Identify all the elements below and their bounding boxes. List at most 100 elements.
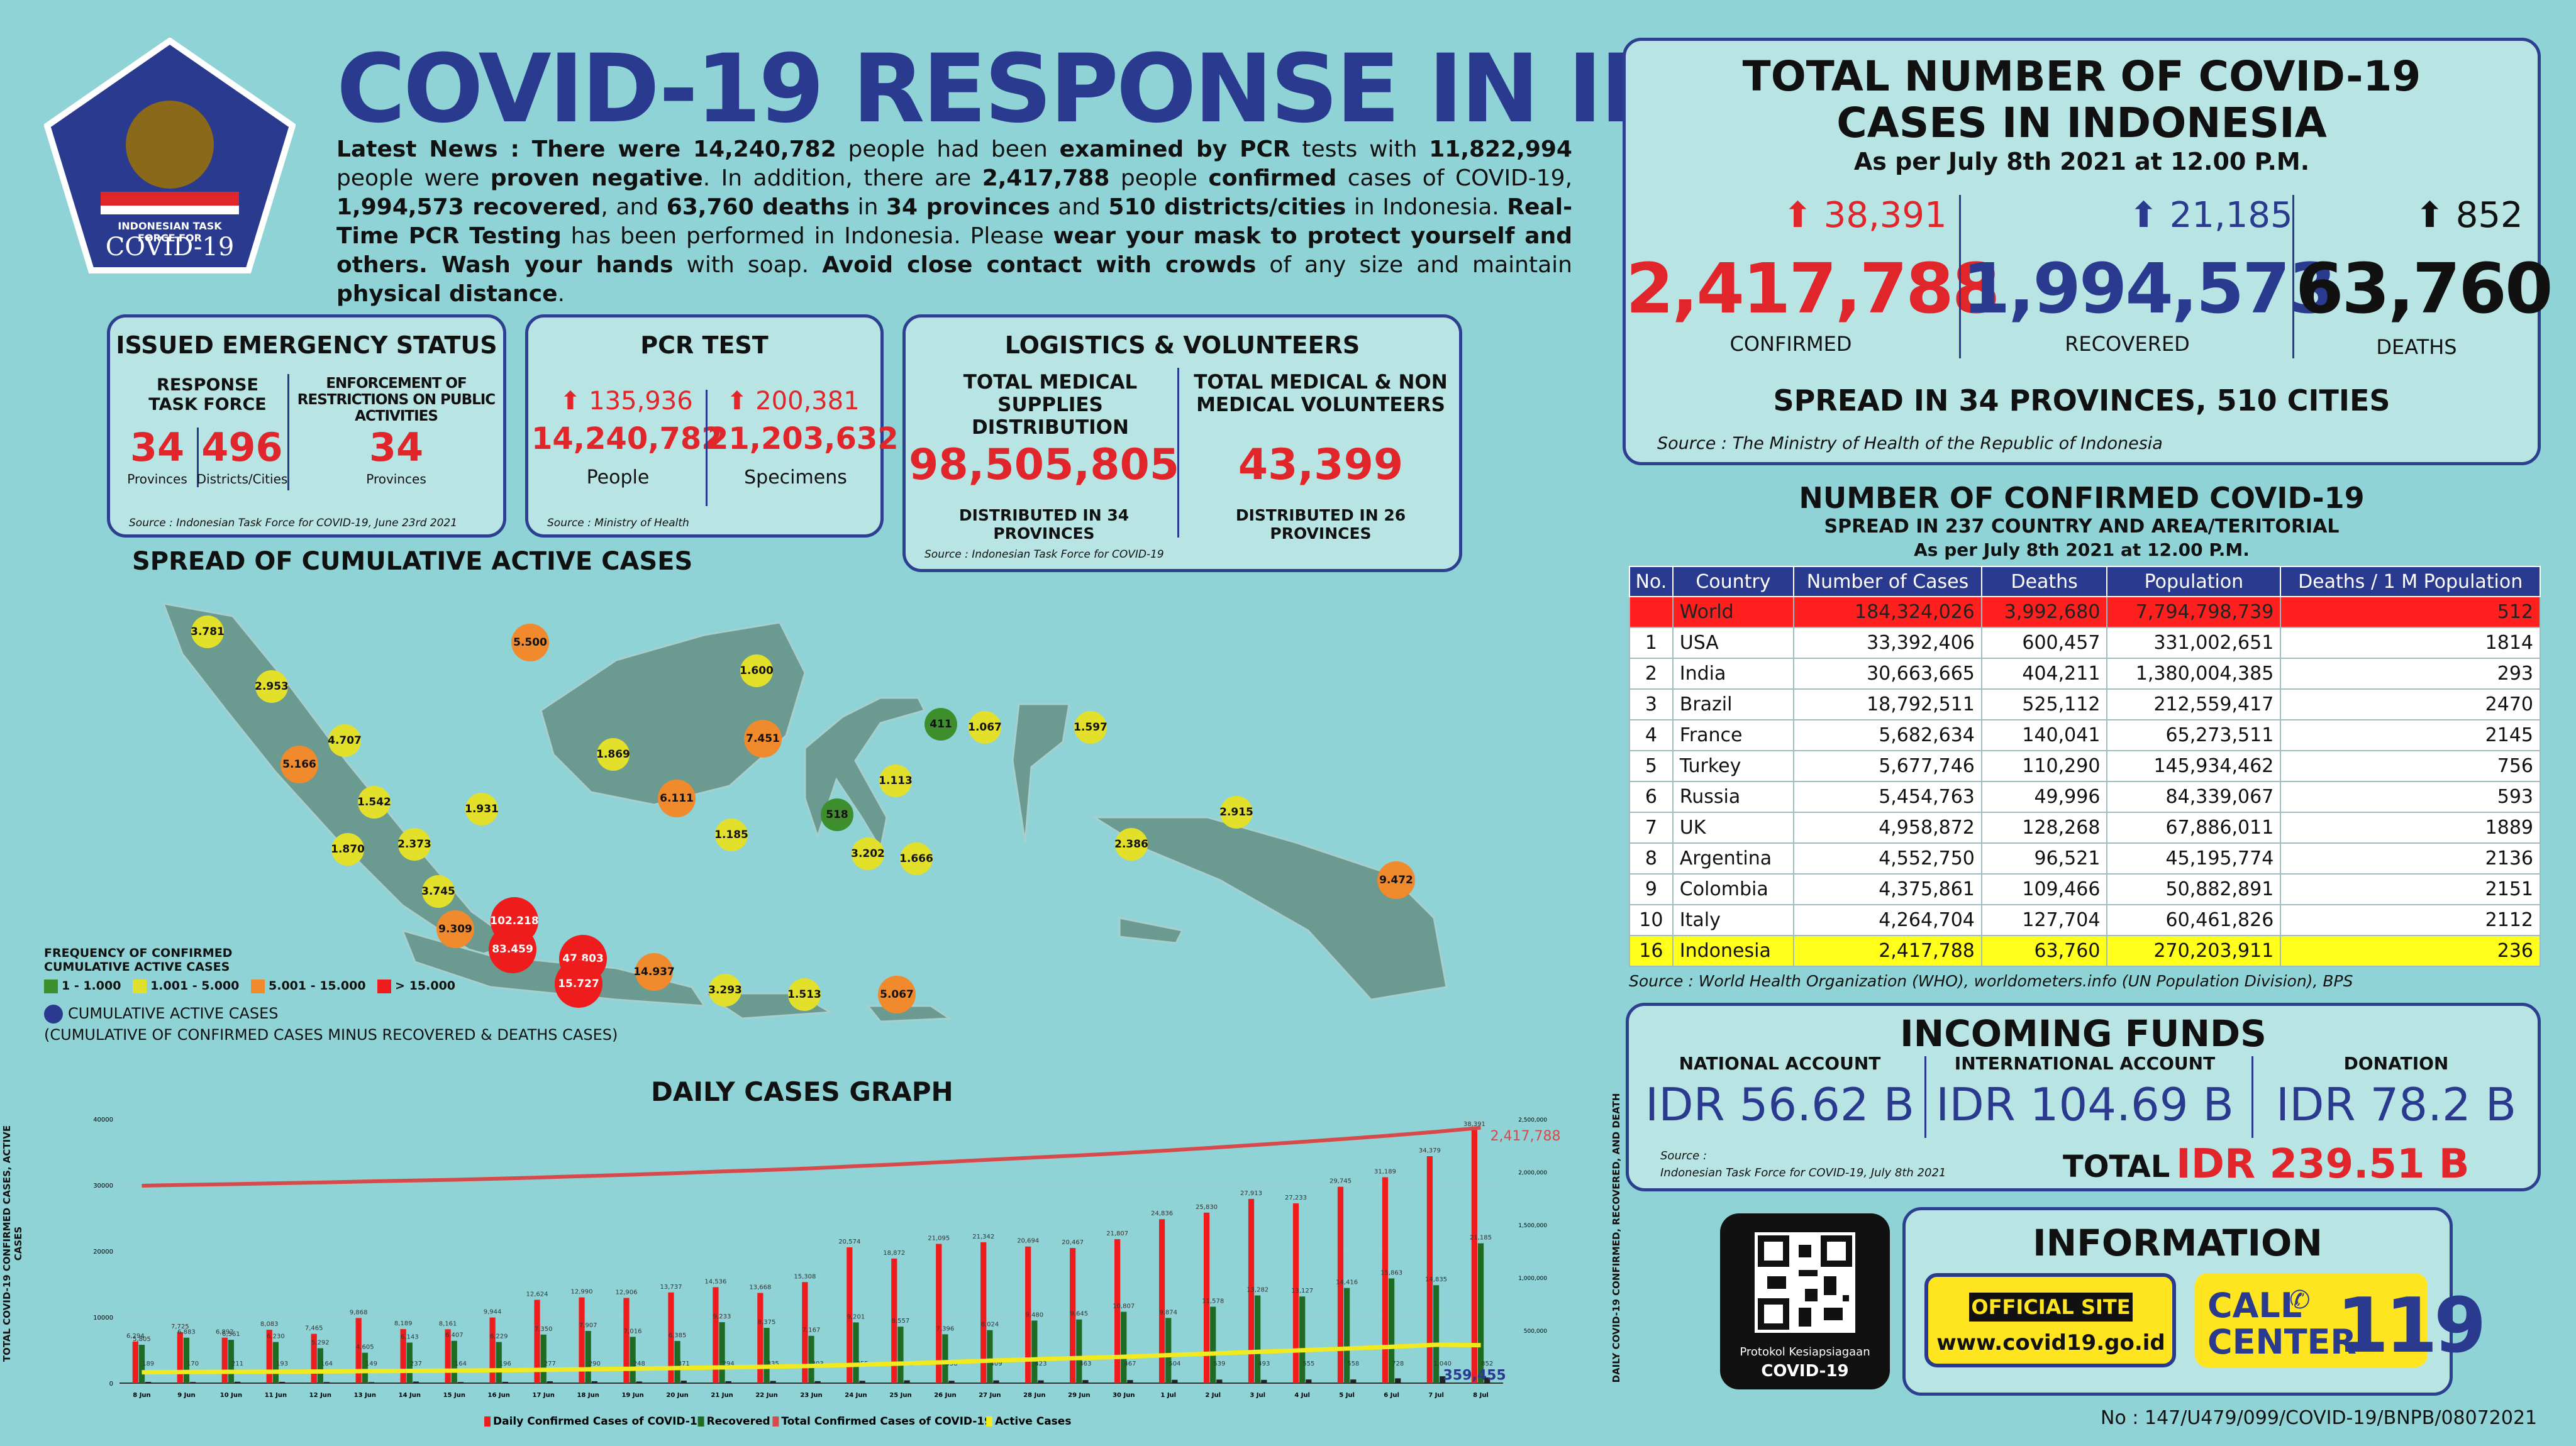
total-cases-panel: TOTAL NUMBER OF COVID-19 CASES IN INDONE… [1623,38,2553,465]
deaths-bar-label: 237 [410,1360,422,1367]
x-tick-label: 23 Jun [800,1392,822,1399]
medical-supplies-footer: DISTRIBUTED IN 34 PROVINCES [958,506,1130,543]
recovered-bar [987,1330,993,1383]
deaths-bar [547,1381,553,1383]
emergency-status-panel: ISSUED EMERGENCY STATUS RESPONSE TASK FO… [107,314,506,538]
donation-label: DONATION [2343,1053,2449,1074]
confirmed-bar-label: 20,574 [838,1239,860,1245]
national-account-label: NATIONAL ACCOUNT [1679,1053,1881,1074]
confirmed-bar-label: 24,836 [1151,1210,1173,1217]
recovered-bar [1210,1306,1216,1383]
information-panel: INFORMATION OFFICIAL SITE www.covid19.go… [1902,1207,2486,1396]
deaths-bar-label: 504 [1169,1360,1180,1367]
table-cell: 2 [1629,658,1674,690]
confirmed-bar-label: 27,913 [1240,1190,1262,1197]
table-cell: 7,794,798,739 [2106,596,2282,628]
map-bubble: 3.293 [708,974,742,1007]
recovered-bar-label: 6,883 [177,1329,196,1336]
qr-code-card[interactable]: Protokol Kesiapsiagaan COVID-19 [1720,1213,1890,1389]
table-cell: 16 [1629,935,1674,967]
legend-note-2: (CUMULATIVE OF CONFIRMED CASES MINUS REC… [44,1025,618,1044]
x-tick-label: 13 Jun [354,1392,376,1399]
recovered-bar [406,1342,413,1383]
indonesia-map [162,602,1448,1023]
y2-tick-label: 2,500,000 [1518,1117,1547,1123]
deaths-bar-label: 170 [187,1360,199,1367]
table-cell: UK [1672,812,1795,844]
deaths-bar [1216,1379,1223,1383]
x-tick-label: 6 Jul [1384,1392,1399,1399]
logistics-panel: LOGISTICS & VOLUNTEERS TOTAL MEDICAL SUP… [902,314,1462,572]
table-cell: 5,677,746 [1793,750,1982,782]
recovered-bar [719,1322,725,1383]
legend-label: Total Confirmed Cases of COVID-19 [781,1415,992,1428]
table-row: 7 UK 4,958,872 128,268 67,886,011 1889 [1629,812,2541,844]
x-tick-label: 4 Jul [1294,1392,1310,1399]
deaths-bar-label: 277 [544,1360,556,1367]
deaths-bar [1261,1379,1267,1383]
map-bubble: 3.781 [191,615,225,648]
recovered-bar [674,1340,680,1383]
confirmed-bar [489,1317,496,1383]
deaths-bar [1172,1379,1178,1383]
confirmed-bar-label: 20,467 [1062,1239,1084,1246]
confirmed-bar [534,1300,540,1383]
funds-source-2: Indonesian Task Force for COVID-19, July… [1660,1166,1946,1179]
recovered-bar-label: 14,416 [1336,1279,1358,1286]
restriction-provinces: 34 [369,424,424,470]
table-cell: 10 [1629,904,1674,936]
table-cell: 65,273,511 [2106,719,2282,751]
recovered-bar [1165,1318,1172,1383]
map-bubble: 1.597 [1074,711,1108,744]
recovered-bar [1121,1311,1127,1383]
x-tick-label: 17 Jun [533,1392,555,1399]
deaths-bar-label: 728 [1392,1360,1404,1367]
deaths-bar [189,1382,196,1383]
table-header-1: Country [1672,566,1795,597]
table-cell: 5 [1629,750,1674,782]
call-center-button[interactable]: CALL ✆ CENTER 119 [2195,1273,2486,1370]
confirmed-bar-label: 13,737 [660,1284,682,1291]
up-arrow-icon: ⬆ [2415,195,2445,236]
table-cell: 18,792,511 [1793,688,1982,720]
table-header-3: Deaths [1980,566,2108,597]
map-bubble: 2.386 [1114,828,1148,861]
table-cell: 3,992,680 [1980,596,2108,628]
official-site-label: OFFICIAL SITE [1969,1293,2133,1322]
table-cell: 67,886,011 [2106,812,2282,844]
task-force-provinces-label: Provinces [127,472,187,487]
x-tick-label: 12 Jun [309,1392,331,1399]
confirmed-bar-label: 7,725 [171,1323,189,1330]
phone-icon: ✆ [2289,1286,2311,1315]
confirmed-bar [1248,1198,1255,1383]
x-tick-label: 25 Jun [889,1392,911,1399]
confirmed-bar-label: 21,807 [1106,1230,1128,1237]
table-header-0: No. [1629,566,1674,597]
medical-supplies-value: 98,505,805 [909,440,1180,490]
recovered-bar-label: 8,024 [981,1322,999,1328]
recovered-bar-label: 6,407 [445,1332,464,1339]
document-number: No : 147/U479/099/COVID-19/BNPB/08072021 [2101,1407,2538,1429]
pcr-people-label: People [586,466,650,488]
confirmed-bar [891,1258,897,1383]
table-header-4: Population [2106,566,2282,597]
daily-cases-chart: 40000 30000 20000 10000 0 2,500,000 2,000,000 1… [93,1117,1560,1428]
map-bubble: 1.870 [331,833,365,866]
confirmed-bar [1114,1239,1121,1383]
recovered-bar [228,1340,235,1383]
recovered-bar [897,1327,904,1383]
table-cell: 600,457 [1980,627,2108,659]
total-asof: As per July 8th 2021 at 12.00 P.M. [1853,148,2310,175]
confirmed-bar-label: 8,083 [260,1321,279,1328]
official-site-button[interactable]: OFFICIAL SITE www.covid19.go.id [1924,1273,2176,1367]
x-tick-label: 22 Jun [755,1392,777,1399]
chart-ylabel: TOTAL COVID-19 CONFIRMED CASES, ACTIVE C… [1,1125,24,1362]
y2-tick-label: 1,500,000 [1518,1223,1547,1229]
table-cell: 4 [1629,719,1674,751]
recovered-bar-label: 14,835 [1425,1276,1447,1283]
deaths-bar [279,1381,286,1383]
table-cell: 9 [1629,873,1674,905]
legend-swatch [484,1416,491,1427]
qr-code-icon [1755,1232,1855,1333]
map-bubble: 1.666 [899,842,933,875]
